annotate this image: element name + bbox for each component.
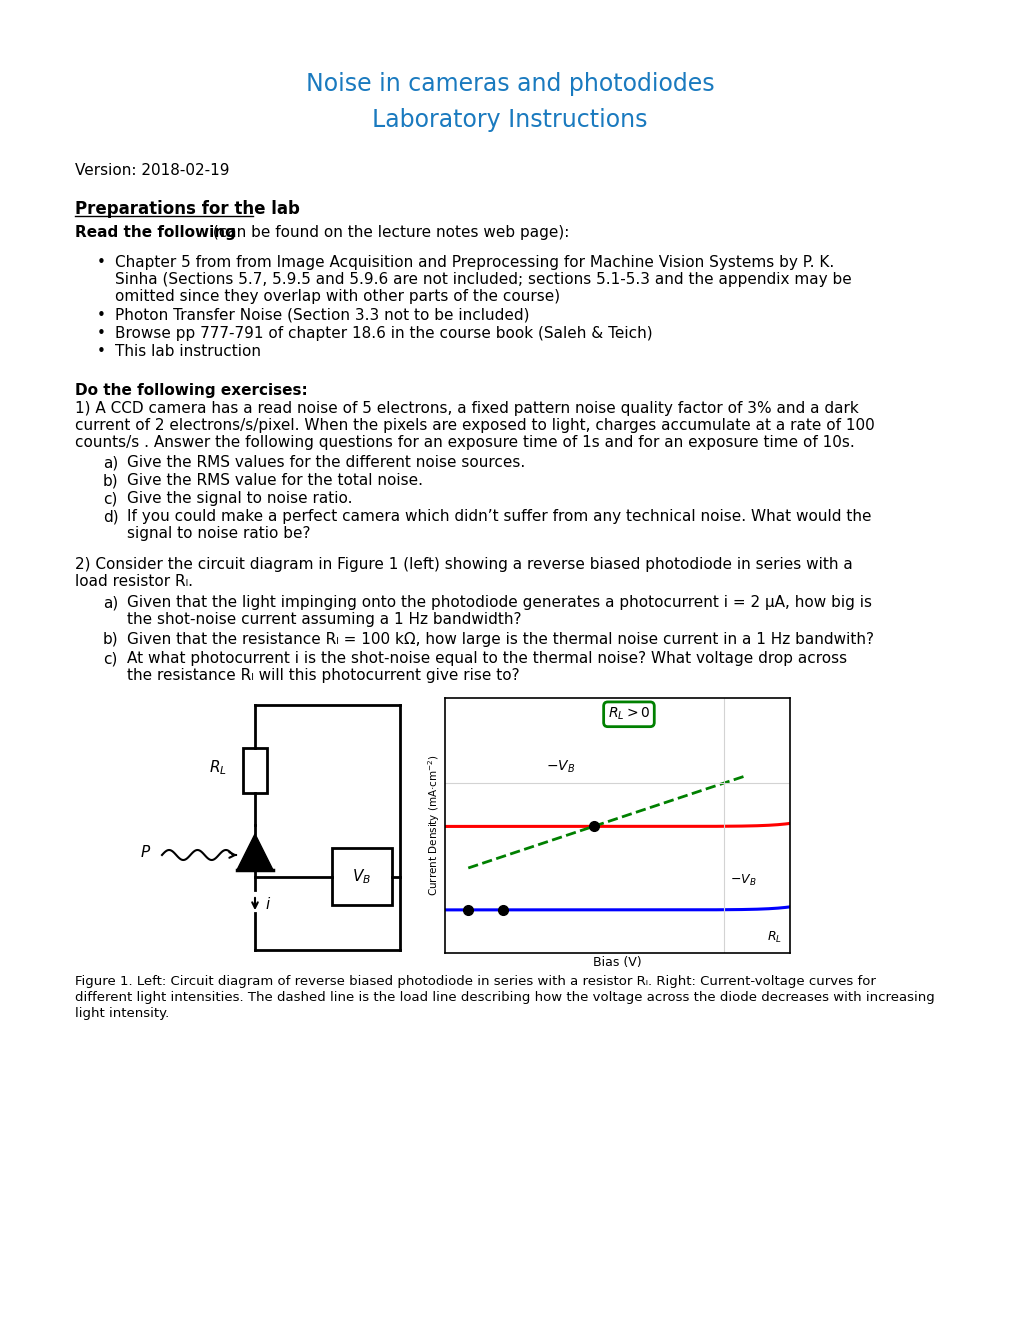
Text: •: • (97, 345, 106, 359)
Text: b): b) (103, 632, 118, 647)
Text: b): b) (103, 473, 118, 488)
Text: Give the RMS values for the different noise sources.: Give the RMS values for the different no… (127, 455, 525, 470)
Text: Give the RMS value for the total noise.: Give the RMS value for the total noise. (127, 473, 423, 488)
Bar (331, 847, 391, 906)
Text: •: • (97, 255, 106, 271)
Text: load resistor Rₗ.: load resistor Rₗ. (75, 574, 193, 589)
Text: a): a) (103, 455, 118, 470)
Text: $R_L$: $R_L$ (209, 758, 227, 777)
Text: (can be found on the lecture notes web page):: (can be found on the lecture notes web p… (208, 224, 569, 240)
Text: Sinha (Sections 5.7, 5.9.5 and 5.9.6 are not included; sections 5.1-5.3 and the : Sinha (Sections 5.7, 5.9.5 and 5.9.6 are… (115, 272, 851, 286)
Y-axis label: Current Density (mA·cm$^{-2}$): Current Density (mA·cm$^{-2}$) (426, 755, 442, 896)
Text: Browse pp 777-791 of chapter 18.6 in the course book (Saleh & Teich): Browse pp 777-791 of chapter 18.6 in the… (115, 326, 652, 341)
Text: Chapter 5 from from Image Acquisition and Preprocessing for Machine Vision Syste: Chapter 5 from from Image Acquisition an… (115, 255, 834, 271)
Text: light intensity.: light intensity. (75, 1007, 169, 1020)
Text: Give the signal to noise ratio.: Give the signal to noise ratio. (127, 491, 353, 506)
Text: the shot-noise current assuming a 1 Hz bandwidth?: the shot-noise current assuming a 1 Hz b… (127, 612, 521, 627)
Text: Version: 2018-02-19: Version: 2018-02-19 (75, 162, 229, 178)
Text: 1) A CCD camera has a read noise of 5 electrons, a fixed pattern noise quality f: 1) A CCD camera has a read noise of 5 el… (75, 401, 858, 416)
Text: Given that the light impinging onto the photodiode generates a photocurrent i = : Given that the light impinging onto the … (127, 595, 871, 610)
Text: $R_L > 0$: $R_L > 0$ (607, 706, 649, 722)
Text: signal to noise ratio be?: signal to noise ratio be? (127, 525, 310, 541)
Bar (243, 748, 267, 793)
Text: current of 2 electrons/s/pixel. When the pixels are exposed to light, charges ac: current of 2 electrons/s/pixel. When the… (75, 418, 874, 433)
Text: $-V_B$: $-V_B$ (545, 759, 575, 775)
Text: At what photocurrent i is the shot-noise equal to the thermal noise? What voltag: At what photocurrent i is the shot-noise… (127, 651, 847, 667)
Text: c): c) (103, 491, 117, 506)
Text: Do the following exercises:: Do the following exercises: (75, 383, 308, 399)
Text: the resistance Rₗ will this photocurrent give rise to?: the resistance Rₗ will this photocurrent… (127, 668, 519, 682)
Text: different light intensities. The dashed line is the load line describing how the: different light intensities. The dashed … (75, 991, 933, 1005)
Text: Given that the resistance Rₗ = 100 kΩ, how large is the thermal noise current in: Given that the resistance Rₗ = 100 kΩ, h… (127, 632, 873, 647)
Text: d): d) (103, 510, 118, 524)
Text: Laboratory Instructions: Laboratory Instructions (372, 108, 647, 132)
Text: Photon Transfer Noise (Section 3.3 not to be included): Photon Transfer Noise (Section 3.3 not t… (115, 308, 529, 323)
Text: Preparations for the lab: Preparations for the lab (75, 201, 300, 218)
Polygon shape (236, 834, 273, 870)
Text: Noise in cameras and photodiodes: Noise in cameras and photodiodes (306, 73, 713, 96)
Text: This lab instruction: This lab instruction (115, 345, 261, 359)
Text: 2) Consider the circuit diagram in Figure 1 (left) showing a reverse biased phot: 2) Consider the circuit diagram in Figur… (75, 557, 852, 572)
Text: •: • (97, 326, 106, 341)
Text: $R_L$: $R_L$ (766, 929, 781, 945)
Text: counts/s . Answer the following questions for an exposure time of 1s and for an : counts/s . Answer the following question… (75, 436, 854, 450)
Text: $i$: $i$ (265, 896, 271, 912)
Text: If you could make a perfect camera which didn’t suffer from any technical noise.: If you could make a perfect camera which… (127, 510, 870, 524)
Text: $P$: $P$ (140, 843, 151, 861)
X-axis label: Bias (V): Bias (V) (593, 956, 641, 969)
Text: c): c) (103, 651, 117, 667)
Text: •: • (97, 308, 106, 323)
Text: $V_B$: $V_B$ (353, 867, 371, 886)
Text: Read the following: Read the following (75, 224, 235, 240)
Text: a): a) (103, 595, 118, 610)
Text: Figure 1. Left: Circuit diagram of reverse biased photodiode in series with a re: Figure 1. Left: Circuit diagram of rever… (75, 975, 875, 987)
Text: omitted since they overlap with other parts of the course): omitted since they overlap with other pa… (115, 289, 559, 304)
Text: $-V_B$: $-V_B$ (730, 873, 756, 887)
